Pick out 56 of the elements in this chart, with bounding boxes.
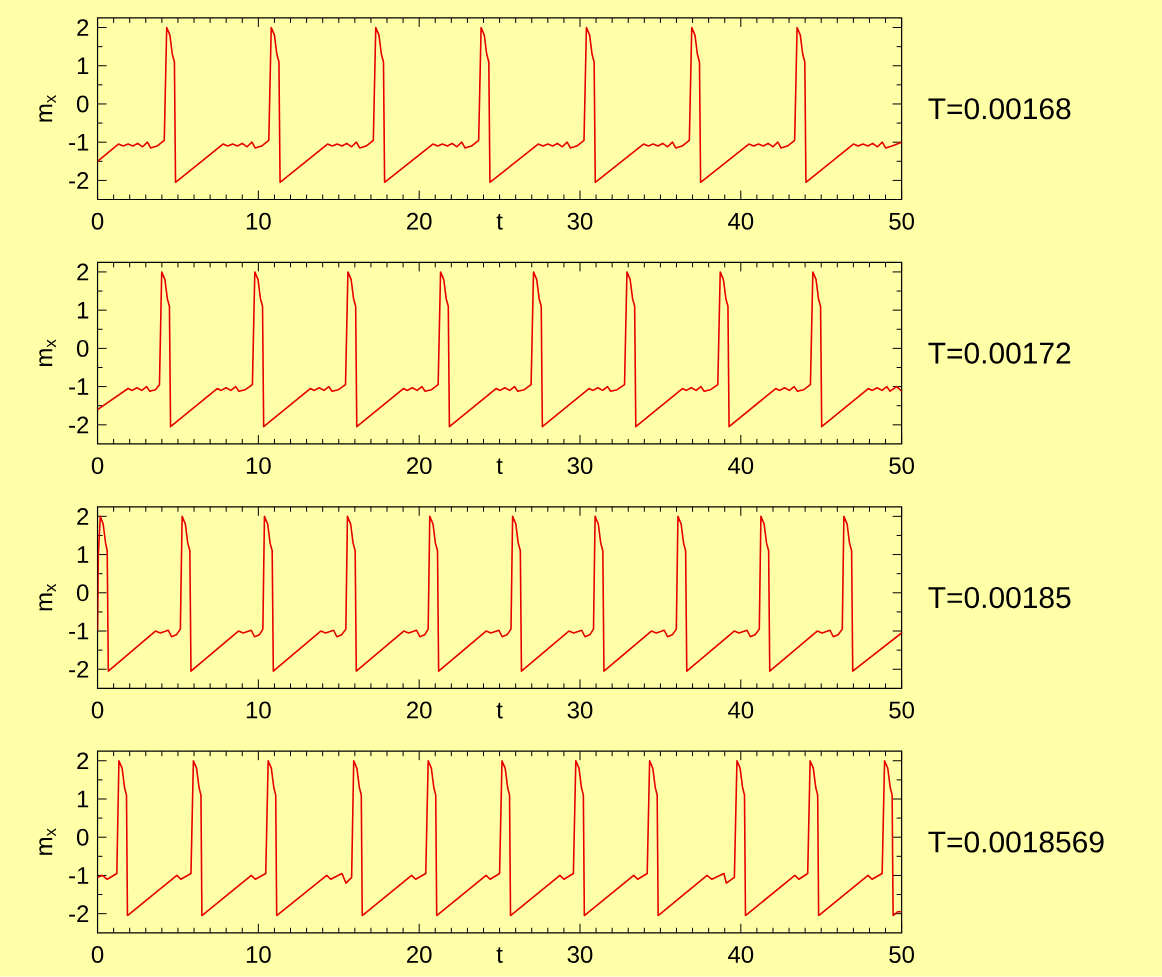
y-tick-label: -2: [69, 661, 89, 678]
x-tick-label: 50: [889, 212, 914, 230]
x-axis-title: t: [496, 702, 503, 719]
y-tick-label: -1: [69, 134, 89, 151]
x-tick-label: 10: [246, 701, 271, 719]
x-tick-label: 20: [407, 457, 432, 475]
y-tick-label: 0: [76, 828, 89, 846]
x-tick-label: 10: [246, 457, 271, 475]
x-tick-label: 20: [407, 212, 432, 230]
text: T=0.00168: [928, 98, 1071, 120]
y-tick-label: 0: [76, 584, 89, 602]
y-axis-title: m$_{x}$: [39, 584, 56, 611]
x-axis-title: t: [496, 947, 503, 964]
x-tick-label: 0: [91, 946, 104, 964]
x-tick-label: 50: [889, 701, 914, 719]
y-tick-label: -1: [69, 378, 89, 396]
x-tick-label: 10: [246, 212, 271, 230]
x-tick-label: 30: [567, 212, 593, 230]
x-tick-label: 50: [889, 946, 914, 964]
x-tick-label: 0: [91, 457, 104, 475]
y-axis-title: m$_{x}$: [39, 95, 56, 122]
y-tick-label: -2: [69, 905, 89, 923]
text: T=0.0018569: [928, 831, 1104, 853]
y-tick-label: -1: [69, 867, 89, 884]
y-tick-label: 1: [77, 57, 89, 75]
y-tick-label: 1: [77, 302, 89, 319]
y-tick-label: 2: [77, 508, 89, 525]
x-tick-label: 30: [567, 946, 593, 964]
y-tick-label: 0: [76, 340, 89, 358]
y-tick-label: 2: [77, 752, 89, 770]
x-tick-label: 40: [728, 946, 754, 964]
y-tick-label: 2: [77, 19, 89, 37]
x-tick-label: 30: [567, 457, 593, 475]
y-tick-label: -1: [69, 622, 89, 640]
y-tick-label: 2: [77, 263, 89, 281]
y-tick-label: -2: [69, 416, 89, 434]
x-axis-title: t: [496, 214, 503, 230]
text: T=0.00172: [928, 342, 1071, 364]
x-tick-label: 0: [91, 701, 104, 719]
x-tick-label: 20: [407, 946, 432, 964]
x-tick-label: 50: [889, 457, 914, 475]
y-tick-label: 1: [77, 790, 89, 808]
x-axis-title: t: [496, 458, 503, 475]
x-tick-label: 0: [91, 212, 104, 230]
x-tick-label: 20: [407, 701, 432, 719]
x-tick-label: 40: [728, 212, 754, 230]
x-tick-label: 30: [567, 701, 593, 719]
y-tick-label: -2: [69, 172, 89, 189]
text: T=0.00185: [928, 587, 1071, 609]
x-tick-label: 10: [246, 946, 271, 964]
y-axis-title: m$_{x}$: [39, 828, 56, 855]
x-tick-label: 40: [728, 701, 754, 719]
x-tick-label: 40: [728, 457, 754, 475]
y-tick-label: 1: [77, 546, 89, 563]
y-tick-label: 0: [76, 95, 89, 113]
y-axis-title: m$_{x}$: [39, 339, 56, 367]
